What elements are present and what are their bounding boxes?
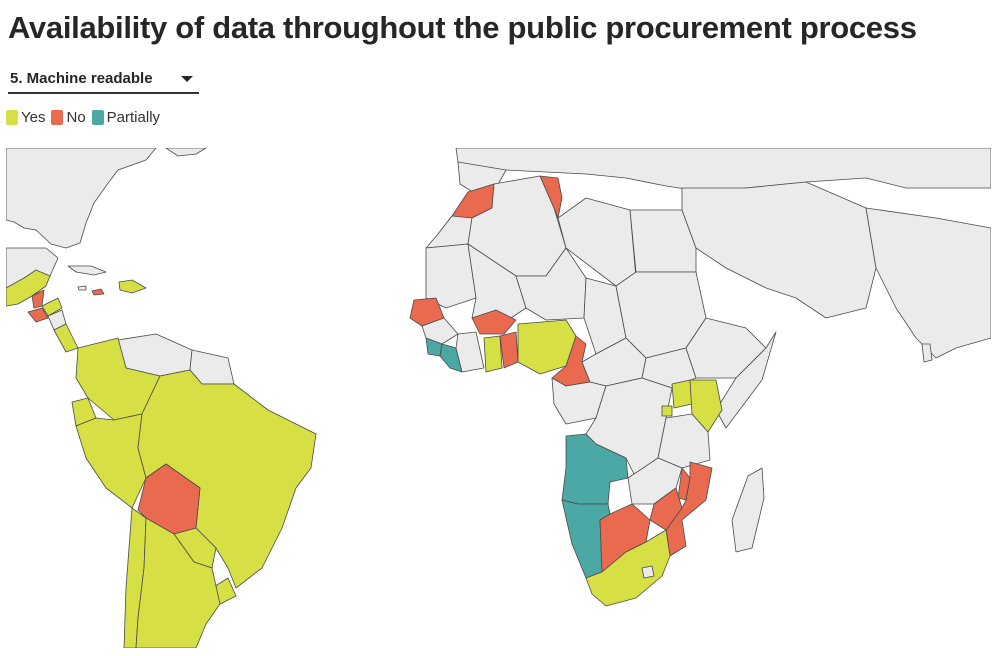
country-dominican-republic [118,279,147,294]
legend-swatch-partially [91,110,104,125]
country-peru [75,413,147,509]
country-mauritania [425,243,477,309]
country-angola [561,433,629,505]
country-panama [53,323,79,353]
country-cuba [67,265,107,276]
legend-swatch-no [51,110,64,125]
country-jamaica [77,285,87,291]
country-rwanda [661,405,673,417]
legend-label-yes: Yes [21,109,46,126]
country-madagascar [731,467,765,553]
country-tunisia [539,175,563,219]
chevron-down-icon[interactable] [181,76,193,82]
country-lesotho [641,565,655,579]
region-south-asia [865,207,991,359]
dropdown-selected-value: 5. Machine readable [10,70,153,87]
legend-swatch-yes [6,110,18,125]
legend-item-partially: Partially [91,109,161,126]
indicator-dropdown[interactable]: 5. Machine readable [8,66,199,94]
country-burkina-faso [471,309,517,335]
country-honduras [41,297,63,317]
country-cote-divoire [455,331,485,373]
legend-label-partially: Partially [106,109,161,126]
country-egypt [629,209,697,273]
legend-item-no: No [51,109,86,126]
world-map[interactable] [6,148,991,648]
country-ghana [483,335,503,373]
country-haiti [91,288,105,296]
legend-item-yes: Yes [6,109,45,126]
country-mexico-south [6,269,51,307]
country-kenya [689,379,723,433]
region-middle-east [681,181,877,319]
region-north-america [6,148,157,249]
country-sri-lanka [921,343,933,363]
country-togo-benin [499,331,519,369]
country-argentina [135,517,221,648]
legend: Yes No Partially [6,109,166,126]
country-zimbabwe [649,487,683,531]
page-title: Availability of data throughout the publ… [8,10,917,45]
country-el-salvador [27,307,49,323]
country-south-africa [585,529,671,607]
region-greenland-edge [165,148,207,157]
country-guinea [421,317,459,345]
country-uganda [671,379,693,409]
legend-label-no: No [66,109,86,126]
country-western-sahara [425,215,473,249]
